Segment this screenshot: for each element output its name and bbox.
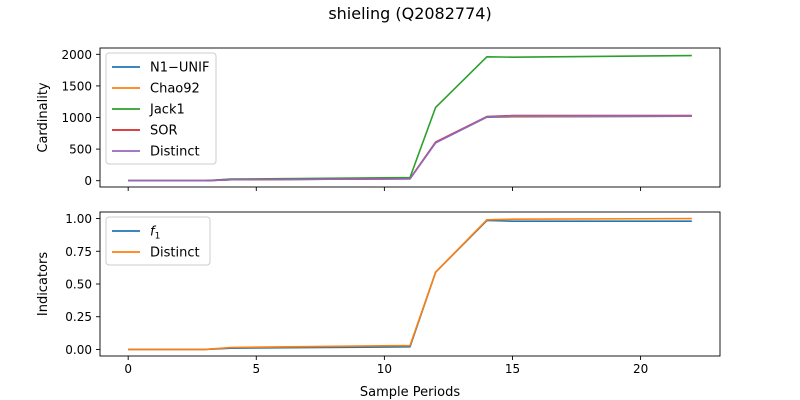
panel-0-legend-label-2: Jack1: [149, 103, 185, 118]
panel-1-series-line-0: [128, 219, 692, 351]
panel-1-x-tick-label-1: 5: [252, 362, 260, 376]
panel-0-legend-label-3: SOR: [150, 124, 178, 139]
panel-1-series-line-1: [128, 217, 692, 351]
panel-1-y-tick-label-0: 0.00: [65, 343, 92, 357]
panel-1-y-tick-label-2: 0.50: [65, 278, 92, 292]
panel-1-x-tick-label-2: 10: [377, 362, 392, 376]
panel-0-legend-label-4: Distinct: [150, 145, 200, 160]
panel-1-y-tick-label-1: 0.25: [65, 310, 92, 324]
panel-0-y-tick-label-0: 0: [84, 174, 92, 188]
panel-0-legend-label-1: Chao92: [150, 82, 200, 97]
panel-1-y-axis-label: Indicators: [36, 252, 51, 316]
cardinality-panel: 0 500 1000 1500 2000 Cardinality N1−UNIF Chao92…: [36, 47, 721, 191]
panel-0-series-line-4: [128, 115, 692, 182]
panel-0-y-tick-label-4: 2000: [61, 48, 92, 62]
panel-1-legend: [105, 216, 211, 266]
panel-0-y-tick-label-2: 1000: [61, 111, 92, 125]
x-axis-label: Sample Periods: [360, 385, 460, 400]
panel-1-legend-label-0: f1: [150, 225, 160, 242]
panel-1-x-tick-label-0: 0: [124, 362, 132, 376]
panel-1-x-tick-label-4: 20: [633, 362, 648, 376]
panel-1-y-tick-label-4: 1.00: [65, 212, 92, 226]
panel-1-legend-label-1: Distinct: [150, 246, 200, 261]
panel-0-legend-label-0: N1−UNIF: [150, 61, 209, 76]
panel-0-legend: [105, 52, 217, 165]
panel-0-y-tick-label-1: 500: [69, 143, 92, 157]
panel-1-y-tick-label-3: 0.75: [65, 245, 92, 259]
figure-title: shieling (Q2082774): [328, 4, 491, 23]
panel-1-x-tick-label-3: 15: [505, 362, 520, 376]
panel-0-y-tick-label-3: 1500: [61, 79, 92, 93]
panel-0-y-axis-label: Cardinality: [36, 82, 51, 153]
indicators-panel: 0 5 10 15 20 0.00 0.25 0.50 0.75 1.00 Indicators f1…: [36, 211, 721, 376]
